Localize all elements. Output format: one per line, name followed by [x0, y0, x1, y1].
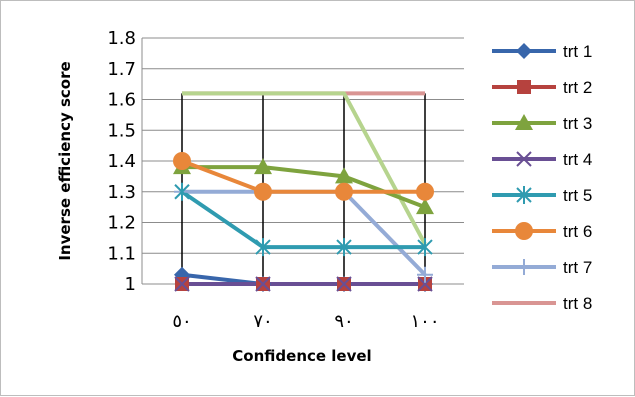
legend-swatch-marker [517, 80, 531, 94]
y-tick-label: 1.8 [107, 28, 136, 49]
marker-trt-6 [335, 182, 353, 201]
series-lines [180, 91, 427, 286]
x-tick-label: ١٠٠ [410, 311, 439, 332]
x-tick-label: ٩٠ [334, 311, 353, 332]
legend: trt 1 trt 2 trt 3 trt 4 trt 5 trt 6 trt 7 trt 8 [492, 42, 592, 313]
legend-item: trt 3 [492, 114, 592, 133]
legend-item: trt 4 [492, 150, 592, 169]
marker-trt-3 [254, 158, 272, 175]
legend-label: trt 3 [563, 114, 592, 133]
legend-swatch-marker [516, 43, 532, 59]
legend-swatch-marker [515, 114, 533, 130]
series-line-trt-5 [180, 190, 425, 250]
legend-item: trt 6 [492, 222, 592, 241]
legend-swatch-marker [516, 151, 532, 167]
legend-label: trt 7 [563, 258, 592, 277]
marker-trt-4 [417, 276, 433, 292]
y-tick-label: 1.5 [107, 120, 136, 141]
y-tick-label: 1.7 [107, 59, 136, 80]
drop-lines [181, 93, 426, 284]
legend-label: trt 6 [563, 222, 592, 241]
legend-item: trt 1 [492, 42, 592, 61]
marker-trt-4 [336, 276, 352, 292]
x-tick-label: ٧٠ [253, 311, 272, 332]
marker-trt-4 [174, 276, 190, 292]
marker-trt-6 [416, 182, 434, 201]
x-axis-title: Confidence level [232, 347, 371, 365]
marker-trt-7 [417, 266, 433, 283]
series-markers [173, 152, 434, 292]
series-line-trt-7 [182, 189, 427, 277]
y-tick-label: 1.4 [107, 151, 136, 172]
y-tick-label: 1.2 [107, 213, 136, 234]
legend-label: trt 1 [563, 42, 592, 61]
y-axis-title: Inverse efficiency score [56, 61, 74, 260]
y-axis-ticks: 1 1.1 1.2 1.3 1.4 1.5 1.6 1.7 1.8 [107, 28, 136, 295]
y-tick-label: 1.1 [107, 243, 136, 264]
marker-trt-6 [254, 182, 272, 201]
legend-label: trt 4 [563, 150, 592, 169]
legend-item: trt 7 [492, 258, 592, 277]
marker-trt-4 [255, 276, 271, 292]
marker-trt-3 [416, 198, 434, 215]
marker-trt-5 [174, 182, 190, 201]
legend-item: trt 5 [492, 186, 592, 205]
series-line-trt-6 [181, 159, 425, 194]
marker-trt-5 [255, 238, 271, 257]
y-tick-label: 1.3 [107, 182, 136, 203]
legend-swatch-marker [516, 186, 532, 204]
x-axis-ticks: ٥٠ ٧٠ ٩٠ ١٠٠ [172, 311, 439, 332]
marker-trt-6 [173, 152, 191, 170]
extra-series-line [182, 91, 427, 245]
legend-label: trt 5 [563, 186, 592, 205]
marker-trt-5 [417, 238, 433, 257]
x-tick-label: ٥٠ [172, 311, 191, 332]
legend-swatch-marker [516, 259, 532, 275]
legend-label: trt 2 [563, 78, 592, 97]
marker-trt-5 [336, 238, 352, 257]
marker-trt-3 [335, 167, 353, 184]
y-tick-label: 1 [125, 274, 136, 295]
legend-item: trt 8 [492, 294, 592, 313]
legend-item: trt 2 [492, 78, 592, 97]
legend-swatch-marker [515, 222, 533, 240]
legend-label: trt 8 [563, 294, 592, 313]
y-tick-label: 1.6 [107, 90, 136, 111]
